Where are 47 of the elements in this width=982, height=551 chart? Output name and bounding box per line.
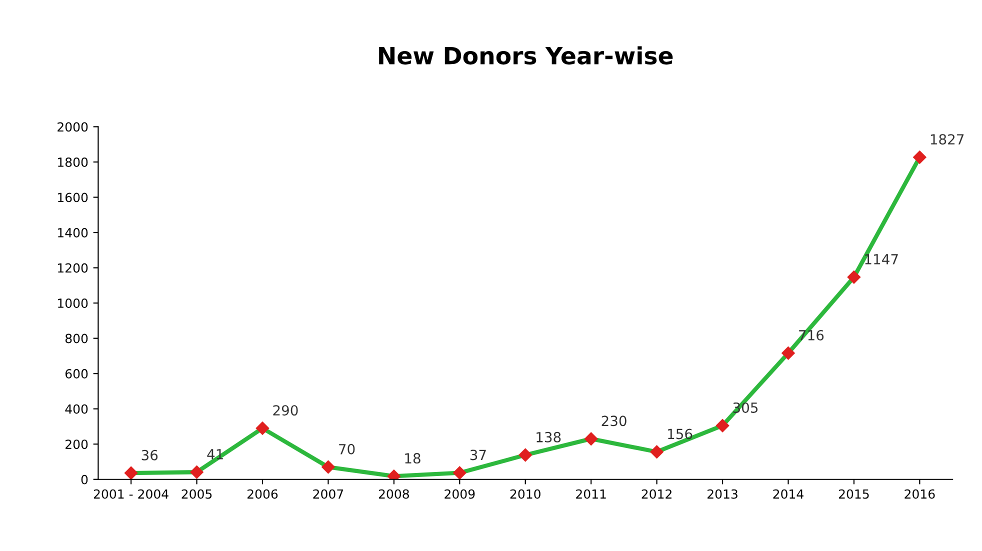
x-tick-label: 2007 [313, 489, 344, 499]
point [322, 460, 335, 474]
data-label: 290 [273, 405, 298, 416]
y-tick-label: 400 [65, 404, 88, 414]
y-tick-label: 0 [81, 474, 88, 484]
point [913, 150, 926, 164]
y-tick-label: 1600 [58, 192, 88, 202]
point [847, 270, 861, 284]
data-label: 37 [470, 450, 486, 460]
data-label: 1827 [930, 134, 964, 145]
x-tick-label: 2012 [642, 489, 672, 499]
point [584, 432, 598, 446]
x-tick-label: 2005 [182, 489, 212, 499]
y-tick-label: 1800 [58, 157, 88, 167]
y-tick-label: 1200 [58, 263, 88, 273]
data-label: 18 [405, 453, 420, 464]
y-tick-label: 800 [65, 334, 88, 344]
data-label: 156 [668, 428, 692, 440]
x-tick-label: 2014 [773, 489, 804, 499]
point [453, 466, 466, 480]
x-tick-label: 2011 [576, 489, 606, 499]
y-tick-label: 200 [66, 440, 88, 450]
data-label: 138 [536, 432, 561, 442]
point [256, 422, 270, 435]
point [650, 445, 664, 458]
chart-title: New Donors Year-wise [379, 46, 673, 65]
point [190, 466, 204, 479]
point [782, 346, 795, 360]
x-tick-label: 2015 [838, 489, 869, 499]
x-tick-label: 2010 [510, 489, 540, 499]
y-tick-label: 2000 [58, 122, 88, 132]
point [124, 466, 138, 480]
y-tick-label: 600 [65, 369, 88, 379]
y-tick-label: 1000 [58, 298, 88, 308]
x-tick-label: 2016 [904, 489, 935, 499]
point [716, 419, 730, 432]
x-tick-label: 2013 [708, 489, 738, 499]
point [518, 448, 532, 462]
data-label: 70 [339, 444, 355, 454]
y-tick-label: 1400 [58, 228, 88, 238]
data-label: 230 [602, 416, 626, 426]
x-tick-label: 2001 - 2004 [94, 489, 168, 499]
data-label: 36 [142, 450, 158, 460]
x-tick-label: 2008 [378, 489, 409, 499]
x-tick-label: 2009 [444, 489, 475, 499]
data-label: 1147 [865, 254, 898, 264]
x-tick-label: 2006 [248, 489, 278, 499]
